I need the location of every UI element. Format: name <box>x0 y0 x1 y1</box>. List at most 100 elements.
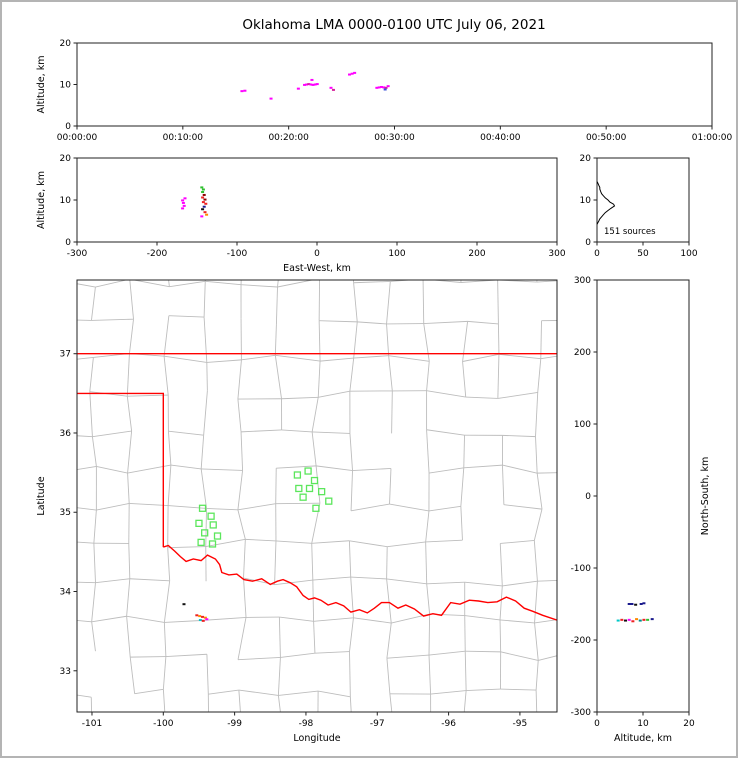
county-line <box>573 472 577 503</box>
red-river-border-line <box>163 544 557 621</box>
source-point <box>627 618 631 621</box>
x-tick-label: -300 <box>67 249 88 259</box>
county-line <box>429 280 461 283</box>
y-tick-label: 35 <box>60 508 71 518</box>
county-line <box>428 650 466 656</box>
y-tick-label: 300 <box>574 276 591 286</box>
county-line <box>352 280 355 283</box>
county-line <box>352 467 391 472</box>
source-point <box>616 619 620 622</box>
county-line <box>386 546 388 579</box>
county-line <box>77 620 92 623</box>
map-layers <box>54 242 580 732</box>
county-line <box>320 357 354 362</box>
county-line <box>237 399 242 432</box>
county-line <box>243 539 246 579</box>
y-tick-label: 0 <box>65 238 71 248</box>
county-line <box>91 436 97 467</box>
x-tick-label: 100 <box>388 249 405 259</box>
county-line <box>126 353 130 397</box>
county-line <box>387 541 426 548</box>
county-line <box>56 505 57 541</box>
county-line <box>533 540 538 582</box>
county-line <box>426 429 430 474</box>
county-line <box>351 242 387 246</box>
county-line <box>386 281 391 324</box>
county-line <box>275 540 312 544</box>
county-line <box>391 390 393 434</box>
y-tick-label: -200 <box>571 636 592 646</box>
county-line <box>313 621 316 654</box>
x-tick-label: 0 <box>594 249 600 259</box>
county-line <box>169 280 206 288</box>
county-line <box>386 578 427 585</box>
x-tick-label: 00:20:00 <box>268 133 309 143</box>
station-marker <box>198 504 207 512</box>
county-line <box>92 430 132 438</box>
alt_histogram-panel: 0 50 100 0 10 20 151 sources <box>580 154 698 259</box>
county-line <box>126 616 131 658</box>
source-point <box>631 620 635 623</box>
county-line <box>237 509 246 540</box>
station-marker <box>305 484 314 493</box>
county-line <box>238 689 279 696</box>
county-line <box>126 396 133 432</box>
county-line <box>128 543 131 579</box>
y-tick-label: 100 <box>574 420 591 430</box>
x-tick-label: 0 <box>314 249 320 259</box>
y-tick-label: 20 <box>60 154 72 164</box>
county-line <box>168 505 207 509</box>
county-line <box>203 390 208 436</box>
county-line <box>205 508 207 547</box>
county-line <box>77 283 96 288</box>
county-line <box>200 435 205 469</box>
county-line <box>423 244 425 278</box>
source-point <box>350 72 354 75</box>
county-line <box>56 692 57 730</box>
source-point <box>638 619 642 622</box>
county-line <box>464 651 467 691</box>
y-tick-label: 10 <box>60 81 72 91</box>
county-line <box>426 361 430 391</box>
county-line <box>54 396 56 434</box>
county-line <box>93 543 96 583</box>
source-point <box>624 619 628 622</box>
county-line <box>166 730 209 732</box>
county-line <box>278 617 281 658</box>
county-line <box>54 434 58 472</box>
county-line <box>349 358 355 392</box>
station-marker <box>310 476 319 485</box>
county-line <box>89 357 94 392</box>
county-line <box>274 355 282 399</box>
county-line <box>274 324 277 356</box>
station-marker <box>197 538 205 547</box>
x-tick-label: 100 <box>680 249 697 259</box>
county-line <box>206 508 238 511</box>
county-line <box>499 543 503 586</box>
county-line <box>540 320 542 359</box>
source-point <box>201 619 205 622</box>
county-line <box>163 315 170 357</box>
county-line <box>500 688 537 691</box>
county-line <box>163 356 169 396</box>
y-tick-label: 10 <box>60 196 72 206</box>
county-line <box>77 319 92 321</box>
x-tick-label: 0 <box>594 719 600 729</box>
county-line <box>129 502 169 506</box>
source-point <box>642 602 646 605</box>
county-line <box>389 503 430 512</box>
x-tick-label: 50 <box>637 249 649 259</box>
county-line <box>463 435 465 468</box>
county-line <box>350 503 390 512</box>
county-line <box>163 580 171 623</box>
county-line <box>502 580 538 587</box>
county-line <box>77 694 92 698</box>
x-tick-label: -100 <box>227 249 248 259</box>
county-line <box>319 320 358 323</box>
county-line <box>91 621 96 652</box>
county-line <box>578 433 580 472</box>
county-line <box>164 355 207 363</box>
county-line <box>238 690 241 712</box>
source-point <box>203 198 207 201</box>
county-line <box>536 280 538 283</box>
